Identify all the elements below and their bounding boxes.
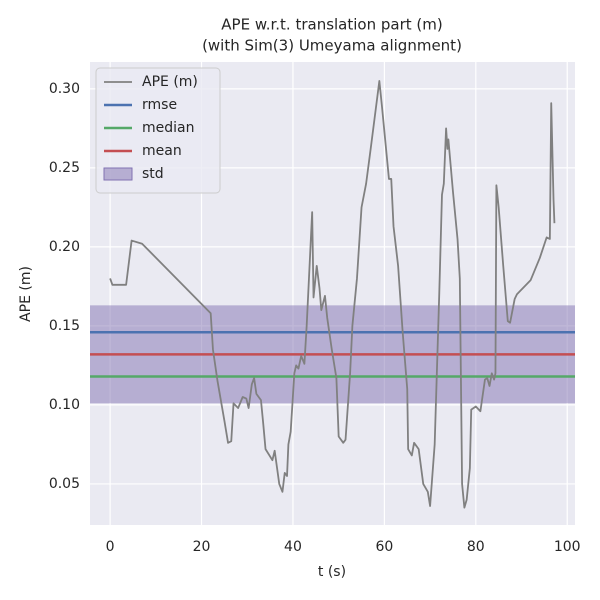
y-tick-label: 0.20 bbox=[49, 239, 80, 255]
y-tick-label: 0.15 bbox=[49, 318, 80, 334]
legend-label: mean bbox=[142, 143, 182, 159]
x-axis-label: t (s) bbox=[318, 564, 346, 580]
x-tick-label: 20 bbox=[193, 539, 211, 555]
x-tick-label: 40 bbox=[284, 539, 302, 555]
legend-label: std bbox=[142, 166, 164, 182]
legend-label: median bbox=[142, 120, 194, 136]
legend bbox=[95, 67, 221, 194]
y-tick-label: 0.10 bbox=[49, 397, 80, 413]
x-tick-label: 80 bbox=[467, 539, 485, 555]
y-tick-label: 0.30 bbox=[49, 81, 80, 97]
legend-label: APE (m) bbox=[142, 74, 198, 90]
x-tick-label: 0 bbox=[106, 539, 115, 555]
y-axis-label: APE (m) bbox=[18, 266, 34, 322]
chart-title: APE w.r.t. translation part (m) bbox=[221, 16, 442, 34]
line-series bbox=[109, 80, 556, 509]
y-tick-label: 0.25 bbox=[49, 160, 80, 176]
legend-swatch bbox=[103, 167, 133, 181]
y-tick-label: 0.05 bbox=[49, 476, 80, 492]
x-tick-label: 100 bbox=[554, 539, 581, 555]
x-tick-label: 60 bbox=[375, 539, 393, 555]
chart-subtitle: (with Sim(3) Umeyama alignment) bbox=[202, 37, 462, 55]
legend-label: rmse bbox=[142, 97, 177, 113]
